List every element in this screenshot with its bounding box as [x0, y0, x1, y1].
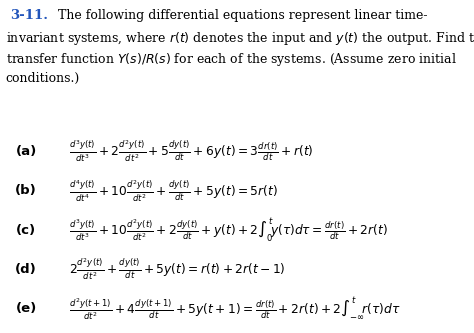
Text: The following differential equations represent linear time-: The following differential equations rep…: [50, 9, 427, 22]
Text: (a): (a): [16, 145, 36, 158]
Text: $\frac{d^3y(t)}{dt^3}+2\frac{d^2y(t)}{dt^2}+5\frac{dy(t)}{dt}+6y(t)=3\frac{dr(t): $\frac{d^3y(t)}{dt^3}+2\frac{d^2y(t)}{dt…: [69, 139, 313, 164]
Text: invariant systems, where $r(t)$ denotes the input and $y(t)$ the output. Find th: invariant systems, where $r(t)$ denotes …: [6, 30, 474, 47]
Text: $2\frac{d^2y(t)}{dt^2}+\frac{dy(t)}{dt}+5y(t)=r(t)+2r(t-1)$: $2\frac{d^2y(t)}{dt^2}+\frac{dy(t)}{dt}+…: [69, 257, 285, 282]
Text: conditions.): conditions.): [6, 72, 80, 85]
Text: $\frac{d^3y(t)}{dt^3}+10\frac{d^2y(t)}{dt^2}+2\frac{dy(t)}{dt}+y(t)+2\int_0^t\!y: $\frac{d^3y(t)}{dt^3}+10\frac{d^2y(t)}{d…: [69, 216, 388, 244]
Text: (e): (e): [16, 302, 36, 315]
Text: transfer function $Y(s)/R(s)$ for each of the systems. (Assume zero initial: transfer function $Y(s)/R(s)$ for each o…: [6, 51, 456, 68]
Text: (b): (b): [15, 184, 37, 197]
Text: (c): (c): [16, 223, 36, 237]
Text: $\frac{d^2y(t+1)}{dt^2}+4\frac{dy(t+1)}{dt}+5y(t+1)=\frac{dr(t)}{dt}+2r(t)+2\int: $\frac{d^2y(t+1)}{dt^2}+4\frac{dy(t+1)}{…: [69, 295, 401, 322]
Text: (d): (d): [15, 263, 37, 276]
Text: 3-11.: 3-11.: [10, 9, 48, 22]
Text: $\frac{d^4y(t)}{dt^4}+10\frac{d^2y(t)}{dt^2}+\frac{dy(t)}{dt}+5y(t)=5r(t)$: $\frac{d^4y(t)}{dt^4}+10\frac{d^2y(t)}{d…: [69, 178, 278, 203]
